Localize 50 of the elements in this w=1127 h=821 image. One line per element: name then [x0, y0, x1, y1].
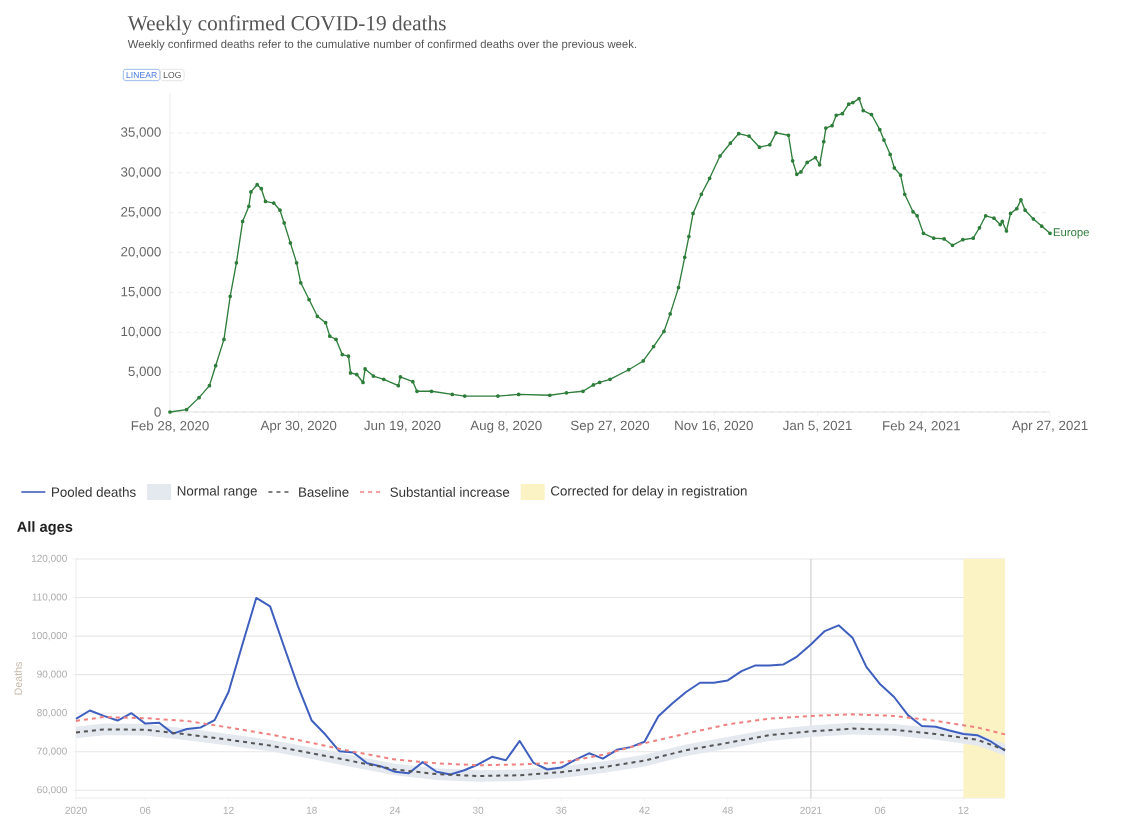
y-tick-label: 10,000 — [121, 326, 161, 338]
y-tick-label: 120,000 — [31, 554, 67, 564]
y-axis-title: Deaths — [14, 661, 22, 695]
y-tick-label: 35,000 — [121, 127, 161, 139]
y-tick-label: 20,000 — [121, 246, 161, 259]
y-tick-label: 100,000 — [31, 631, 67, 641]
y-tick-label: 80,000 — [37, 709, 67, 718]
series-label: Europe — [1053, 228, 1089, 239]
legend-label: Corrected for delay in registration — [550, 485, 747, 499]
x-tick-label: 06 — [140, 806, 151, 814]
legend-label: Substantial increase — [390, 487, 510, 497]
legend-label: Baseline — [299, 487, 349, 497]
y-tick-label: 90,000 — [37, 670, 67, 679]
x-tick-label: 48 — [722, 806, 733, 814]
y-tick-label: 15,000 — [121, 286, 161, 298]
y-tick-label: 5,000 — [128, 366, 161, 378]
chart-subtitle: Weekly confirmed deaths refer to the cumulative number of confirmed deaths over the previous week. — [127, 39, 637, 51]
x-tick-label: Apr 30, 2020 — [260, 420, 337, 433]
x-tick-label: Jun 19, 2020 — [364, 420, 441, 432]
line-series — [75, 596, 1007, 776]
x-tick-label: Nov 16, 2020 — [675, 420, 753, 432]
x-tick-label: Apr 27, 2021 — [1011, 420, 1088, 433]
x-tick-label: Feb 24, 2021 — [883, 420, 960, 433]
y-tick-label: 70,000 — [37, 747, 67, 756]
x-tick-label: 30 — [472, 806, 484, 814]
x-tick-label: 12 — [958, 806, 969, 814]
y-tick-label: 60,000 — [37, 786, 67, 795]
y-tick-label: 110,000 — [32, 593, 67, 602]
line-series — [75, 713, 1007, 767]
x-tick-label: 42 — [639, 806, 650, 814]
x-tick-label: Aug 8, 2020 — [470, 420, 542, 433]
x-tick-label: 24 — [389, 806, 401, 814]
chart-title: Weekly confirmed COVID-19 deaths — [127, 15, 446, 35]
x-tick-label: Feb 28, 2020 — [131, 420, 209, 433]
text: LOG — [163, 71, 181, 79]
x-tick-label: 36 — [556, 806, 567, 814]
x-tick-label: Sep 27, 2020 — [570, 420, 650, 433]
x-tick-label: 12 — [223, 806, 234, 814]
y-tick-label: 0 — [154, 407, 161, 417]
x-tick-label: 2021 — [800, 806, 822, 814]
x-tick-label: Jan 5, 2021 — [782, 420, 852, 432]
chart-title: All ages — [17, 521, 73, 535]
y-tick-label: 30,000 — [121, 167, 161, 179]
text: Normal range — [177, 485, 257, 499]
text: LINEAR — [126, 72, 157, 78]
y-tick-label: 25,000 — [121, 207, 161, 219]
x-tick-label: 2020 — [65, 806, 87, 814]
legend-label: Pooled deaths — [52, 487, 136, 497]
x-tick-label: 18 — [306, 806, 317, 814]
x-tick-label: 06 — [875, 806, 886, 814]
